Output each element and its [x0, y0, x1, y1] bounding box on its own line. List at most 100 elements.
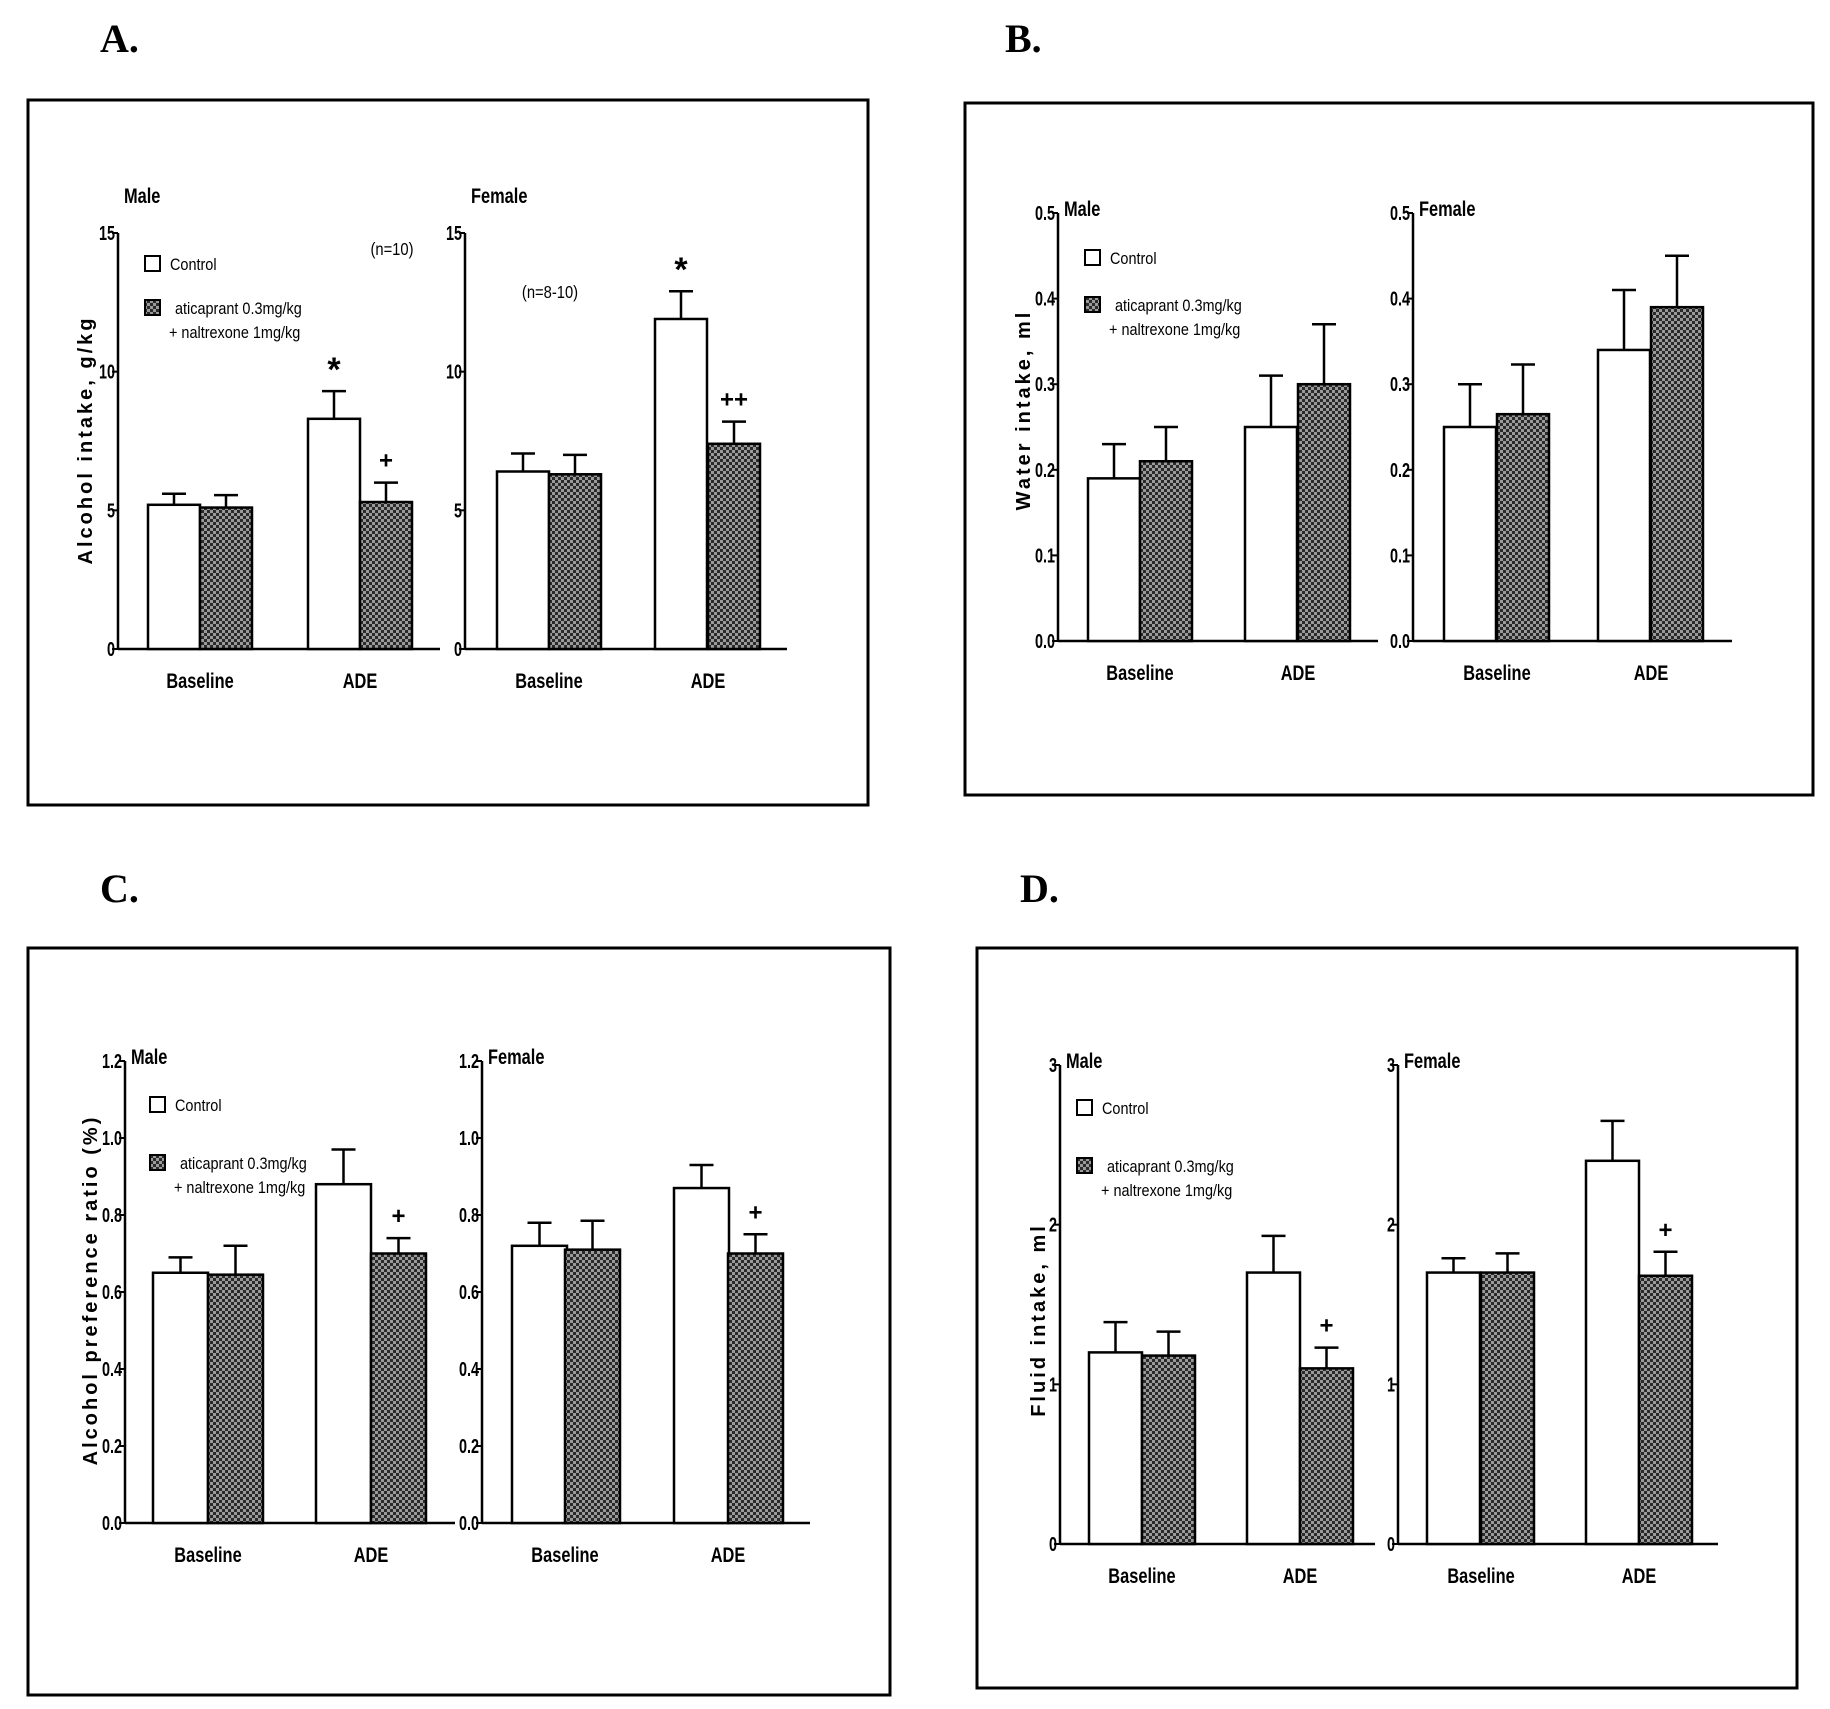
- bar-control: [146, 503, 202, 651]
- legend-swatch-treatment: [149, 1154, 166, 1171]
- bar-control: [672, 1186, 731, 1525]
- bar-treatment: [726, 1252, 785, 1525]
- category-label: Baseline: [1463, 661, 1530, 684]
- y-tick-label: 0.2: [1035, 458, 1055, 481]
- subplot-title: Female: [1419, 197, 1475, 220]
- bar-control: [1584, 1159, 1641, 1546]
- y-tick-label: 1.2: [459, 1050, 479, 1073]
- panel-a: A. Alcohol intake, g/kg 0 5 10 15 Male Baseline…: [26, 16, 870, 807]
- subplot-title: Male: [1064, 197, 1100, 220]
- category-label: Baseline: [1108, 1564, 1175, 1587]
- bar-treatment: [369, 1252, 428, 1525]
- legend-label-treatment-1: aticaprant 0.3mg/kg: [1115, 297, 1242, 315]
- category-label: ADE: [1622, 1564, 1657, 1587]
- subplot-male: 0 5 10 15 Male Baseline ADE * + (n=10) Control atic…: [99, 184, 440, 692]
- y-tick-label: 0.6: [459, 1281, 479, 1304]
- significance-marker: +: [391, 1203, 405, 1230]
- y-tick-label: 0.1: [1035, 544, 1055, 567]
- category-label: ADE: [354, 1543, 389, 1566]
- legend: Control aticaprant 0.3mg/kg + naltrexone 1…: [144, 255, 302, 342]
- bar-treatment: [198, 506, 254, 651]
- legend-label-treatment-2: + naltrexone 1mg/kg: [169, 324, 300, 342]
- category-label: Baseline: [166, 669, 233, 692]
- y-tick-label: 0.0: [1035, 630, 1055, 653]
- n-label: (n=10): [370, 240, 413, 260]
- subplot-title: Female: [488, 1045, 544, 1068]
- legend-swatch-treatment: [1084, 296, 1101, 313]
- bar-control: [495, 470, 551, 651]
- y-tick-label: 1: [1049, 1373, 1057, 1396]
- y-tick-label: 1.0: [459, 1127, 479, 1150]
- legend-label-treatment-1: aticaprant 0.3mg/kg: [1107, 1158, 1234, 1176]
- bar-treatment: [1637, 1274, 1694, 1546]
- bar-treatment: [1649, 305, 1705, 643]
- category-label: ADE: [711, 1543, 746, 1566]
- n-label: (n=8-10): [522, 283, 578, 303]
- y-tick-label: 0.4: [1390, 287, 1410, 310]
- y-tick-label: 0.8: [459, 1204, 479, 1227]
- subplot-male: 0.0 0.2 0.4 0.6 0.8 1.0 1.2 Male Baseline ADE + Con…: [102, 1045, 455, 1566]
- legend-label-control: Control: [1102, 1100, 1149, 1118]
- legend-label-treatment-2: + naltrexone 1mg/kg: [1109, 321, 1240, 339]
- y-tick-label: 0.1: [1390, 544, 1410, 567]
- legend-swatch-treatment: [144, 299, 161, 316]
- panel-frame: [975, 946, 1799, 1690]
- bar-treatment: [1298, 1367, 1355, 1546]
- legend-label-treatment-2: + naltrexone 1mg/kg: [1101, 1182, 1232, 1200]
- category-label: Baseline: [531, 1543, 598, 1566]
- significance-marker: *: [674, 251, 688, 289]
- y-tick-label: 0: [454, 638, 462, 661]
- y-tick-label: 0.2: [1390, 458, 1410, 481]
- bar-treatment: [563, 1248, 622, 1525]
- y-tick-label: 0: [107, 638, 115, 661]
- significance-marker: ++: [720, 387, 748, 414]
- y-tick-label: 10: [99, 360, 115, 383]
- y-tick-label: 3: [1387, 1054, 1395, 1077]
- y-tick-label: 5: [107, 499, 115, 522]
- category-label: Baseline: [1447, 1564, 1514, 1587]
- panel-frame: [963, 101, 1815, 797]
- legend: Control aticaprant 0.3mg/kg + naltrexone 1…: [1076, 1099, 1234, 1200]
- legend-swatch-control: [1076, 1099, 1093, 1116]
- subplot-female: 0 1 2 3 Female Baseline ADE +: [1387, 1049, 1718, 1587]
- y-tick-label: 2: [1049, 1213, 1057, 1236]
- y-tick-label: 5: [454, 499, 462, 522]
- significance-marker: +: [379, 448, 393, 475]
- y-tick-label: 0.4: [102, 1358, 122, 1381]
- y-axis-label: Alcohol preference ratio (%): [80, 1115, 102, 1466]
- significance-marker: +: [1658, 1217, 1672, 1244]
- bar-control: [1086, 477, 1142, 643]
- legend-label-treatment-1: aticaprant 0.3mg/kg: [180, 1155, 307, 1173]
- y-tick-label: 2: [1387, 1213, 1395, 1236]
- y-tick-label: 0.3: [1035, 373, 1055, 396]
- y-tick-label: 0.8: [102, 1204, 122, 1227]
- panel-letter: D.: [1020, 866, 1059, 911]
- y-tick-label: 0.2: [459, 1435, 479, 1458]
- bar-treatment: [206, 1273, 265, 1525]
- bar-control: [314, 1182, 373, 1525]
- legend-swatch-control: [149, 1096, 166, 1113]
- y-tick-label: 0.5: [1035, 202, 1055, 225]
- y-tick-label: 0.0: [459, 1512, 479, 1535]
- y-tick-label: 0.5: [1390, 202, 1410, 225]
- subplot-title: Female: [1404, 1049, 1460, 1072]
- subplot-title: Male: [1066, 1049, 1102, 1072]
- legend: Control aticaprant 0.3mg/kg + naltrexone 1…: [1084, 249, 1242, 339]
- bar-treatment: [1140, 1354, 1197, 1546]
- bar-control: [151, 1271, 210, 1525]
- category-label: Baseline: [174, 1543, 241, 1566]
- subplot-male: 0 1 2 3 Male Baseline ADE + Control aticaprant 0.…: [1049, 1049, 1375, 1587]
- bar-control: [653, 317, 709, 651]
- category-label: Baseline: [1106, 661, 1173, 684]
- bar-treatment: [1296, 382, 1352, 643]
- legend-swatch-control: [1084, 249, 1101, 266]
- y-tick-label: 1.0: [102, 1127, 122, 1150]
- y-tick-label: 10: [446, 360, 462, 383]
- y-tick-label: 0.3: [1390, 373, 1410, 396]
- bar-treatment: [358, 500, 414, 651]
- y-tick-label: 3: [1049, 1054, 1057, 1077]
- bar-treatment: [547, 473, 603, 651]
- significance-marker: +: [1319, 1313, 1333, 1340]
- category-label: ADE: [343, 669, 378, 692]
- significance-marker: *: [327, 351, 341, 389]
